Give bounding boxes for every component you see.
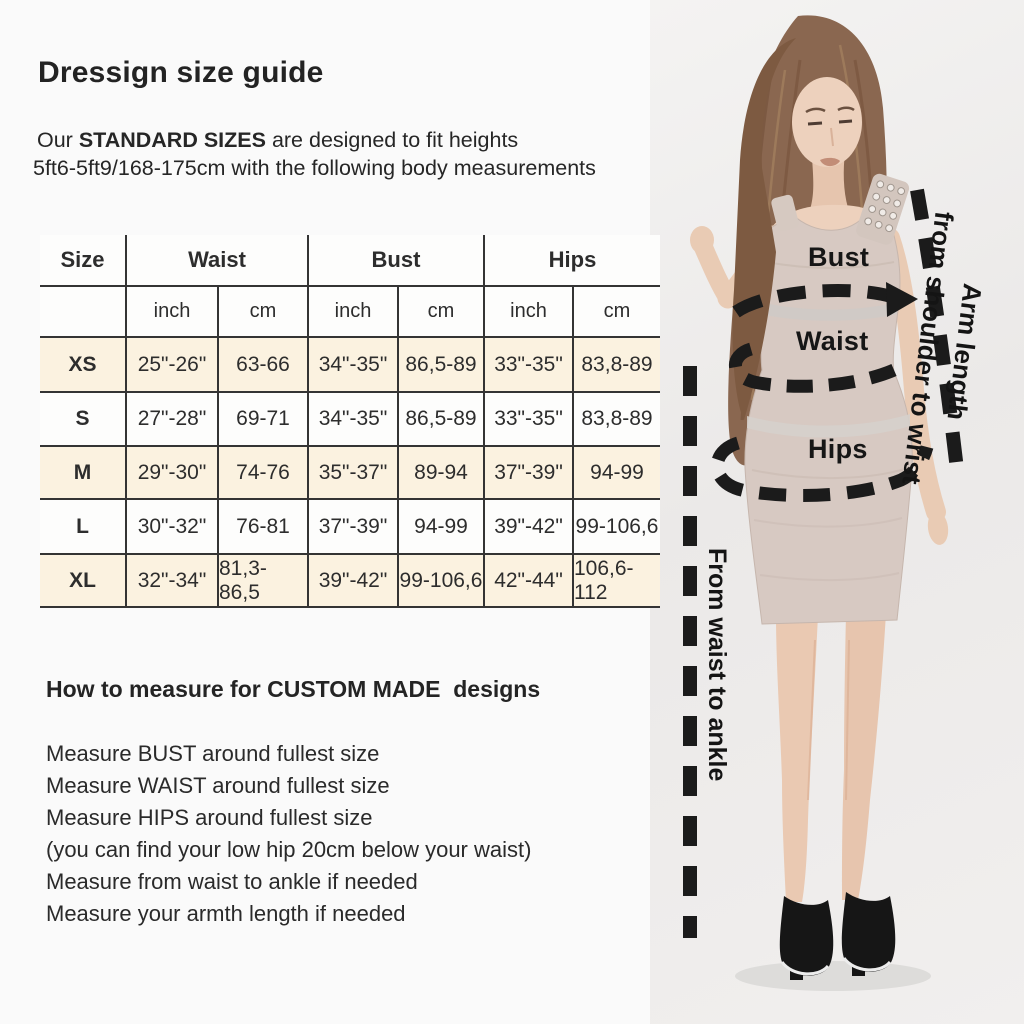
bust-inch-cell: 37"-39" (307, 500, 397, 555)
waist-cm-cell: 74-76 (217, 447, 307, 500)
hips-cm-cell: 83,8-89 (572, 338, 660, 393)
studded-strap (856, 173, 910, 245)
floor-shadow (735, 961, 931, 991)
header-bust: Bust (307, 235, 483, 287)
size-table: Size Waist Bust Hips inch cm inch cm inc… (40, 235, 660, 608)
header-hips: Hips (483, 235, 660, 287)
intro-text: Our STANDARD SIZES are designed to fit h… (33, 126, 596, 182)
waist-cm-cell: 63-66 (217, 338, 307, 393)
model-photo: Bust Waist Hips Arm length from shoulder… (650, 0, 1024, 1024)
hips-cm-cell: 99-106,6 (572, 500, 660, 555)
measurement-annotations (683, 188, 965, 938)
intro-line-1: Our STANDARD SIZES are designed to fit h… (37, 128, 519, 152)
hips-cm-cell: 83,8-89 (572, 393, 660, 447)
waist-label: Waist (796, 326, 869, 356)
waist-inch-cell: 32"-34" (125, 555, 217, 608)
waist-cm-cell: 69-71 (217, 393, 307, 447)
unit-cell: inch (483, 287, 572, 338)
waist-cm-cell: 81,3-86,5 (217, 555, 307, 608)
unit-cell: cm (217, 287, 307, 338)
measure-line: Measure BUST around fullest size (46, 741, 380, 766)
measure-line: Measure WAIST around fullest size (46, 773, 390, 798)
waist-inch-cell: 29"-30" (125, 447, 217, 500)
bust-inch-cell: 34"-35" (307, 393, 397, 447)
model-illustration (683, 15, 965, 991)
bust-cm-cell: 99-106,6 (397, 555, 483, 608)
hips-inch-cell: 42"-44" (483, 555, 572, 608)
hips-inch-cell: 33"-35" (483, 393, 572, 447)
bust-measure-line (732, 283, 899, 318)
hips-cm-cell: 106,6-112 (572, 555, 660, 608)
size-cell: S (40, 393, 125, 447)
hips-inch-cell: 37"-39" (483, 447, 572, 500)
size-cell: XS (40, 338, 125, 393)
hips-measure-line (710, 436, 934, 502)
hips-label: Hips (808, 434, 868, 464)
header-waist: Waist (125, 235, 307, 287)
hips-inch-cell: 33"-35" (483, 338, 572, 393)
unit-cell: inch (125, 287, 217, 338)
waist-inch-cell: 25"-26" (125, 338, 217, 393)
bust-cm-cell: 86,5-89 (397, 393, 483, 447)
hips-inch-cell: 39"-42" (483, 500, 572, 555)
bust-inch-cell: 35"-37" (307, 447, 397, 500)
unit-cell: inch (307, 287, 397, 338)
size-cell: M (40, 447, 125, 500)
howto-heading: How to measure for CUSTOM MADE designs (46, 676, 541, 702)
bust-cm-cell: 86,5-89 (397, 338, 483, 393)
arm-length-line (910, 188, 965, 479)
waist-measure-line (729, 342, 897, 393)
dress (744, 173, 913, 625)
measure-instructions: Measure BUST around fullest size Measure… (46, 738, 531, 930)
unit-cell: cm (572, 287, 660, 338)
bust-arrow (886, 282, 918, 317)
waist-cm-cell: 76-81 (217, 500, 307, 555)
measure-line: Measure your armth length if needed (46, 901, 406, 926)
size-cell: L (40, 500, 125, 555)
intro-line-2: 5ft6-5ft9/168-175cm with the following b… (33, 156, 596, 180)
size-cell: XL (40, 555, 125, 608)
bust-inch-cell: 39"-42" (307, 555, 397, 608)
hips-cm-cell: 94-99 (572, 447, 660, 500)
measure-line: Measure from waist to ankle if needed (46, 869, 418, 894)
unit-cell: cm (397, 287, 483, 338)
page-title: Dressign size guide (38, 56, 324, 89)
waist-to-ankle-label: From waist to ankle (703, 548, 731, 782)
waist-inch-cell: 27"-28" (125, 393, 217, 447)
measure-line: Measure HIPS around fullest size (46, 805, 373, 830)
bust-cm-cell: 94-99 (397, 500, 483, 555)
bust-label: Bust (808, 242, 870, 272)
waist-inch-cell: 30"-32" (125, 500, 217, 555)
bust-inch-cell: 34"-35" (307, 338, 397, 393)
measure-line: (you can find your low hip 20cm below yo… (46, 837, 532, 862)
hair-front (732, 38, 796, 420)
high-heels (779, 892, 896, 980)
bust-cm-cell: 89-94 (397, 447, 483, 500)
legs (776, 613, 886, 902)
header-size: Size (40, 235, 125, 287)
unit-empty-cell (40, 287, 125, 338)
